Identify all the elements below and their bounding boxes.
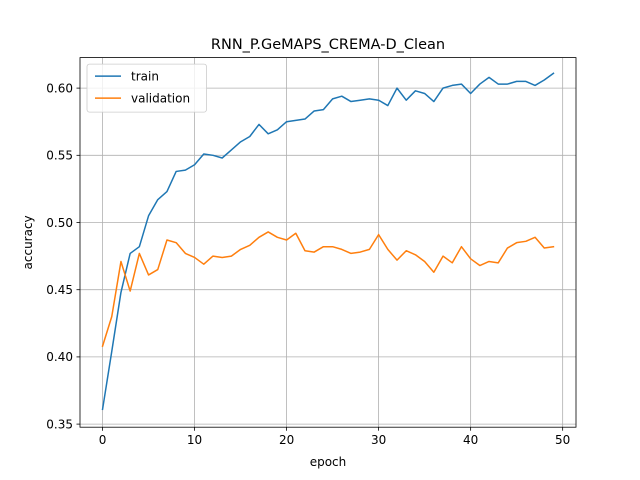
plot-frame (79, 57, 577, 428)
y-tick-label: 0.55 (46, 149, 73, 163)
x-tick-label: 50 (555, 433, 570, 447)
y-tick-label: 0.60 (46, 81, 73, 95)
y-tick-label: 0.40 (46, 350, 73, 364)
x-tick-label: 40 (463, 433, 478, 447)
series-line-validation (101, 231, 555, 348)
series-layer (101, 72, 555, 411)
y-tick-label: 0.50 (46, 216, 73, 230)
legend: train validation (86, 63, 207, 113)
x-tick-label: 30 (371, 433, 386, 447)
x-axis-label: epoch (310, 455, 347, 469)
legend-label-validation: validation (131, 91, 190, 105)
y-axis-label: accuracy (21, 215, 35, 269)
x-tick-label: 20 (279, 433, 294, 447)
chart-title: RNN_P.GeMAPS_CREMA-D_Clean (211, 37, 445, 53)
plot-area (80, 57, 576, 428)
y-tick-label: 0.35 (46, 417, 73, 431)
legend-label-train: train (131, 69, 159, 83)
series-line-train (101, 72, 555, 411)
grid (80, 57, 576, 428)
y-tick-label: 0.45 (46, 283, 73, 297)
ticks: 0 10 20 30 40 50 0.35 0.40 0.45 0.50 0.55 0.60 (46, 81, 570, 447)
x-tick-label: 10 (187, 433, 202, 447)
x-tick-label: 0 (99, 433, 107, 447)
